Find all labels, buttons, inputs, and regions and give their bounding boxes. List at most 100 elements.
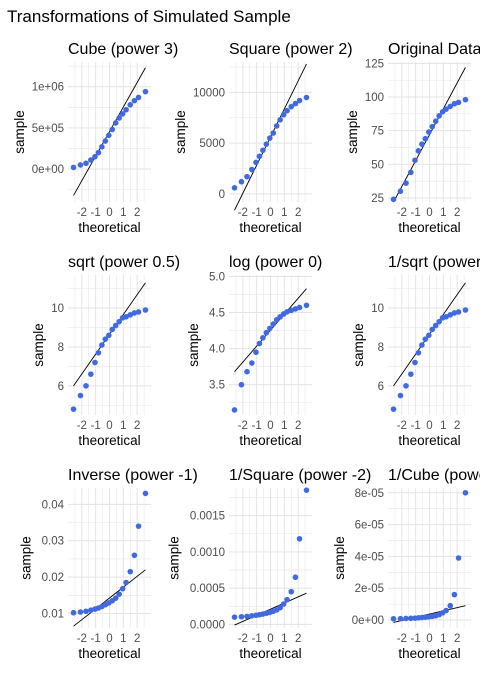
y-axis-label: sample — [332, 536, 347, 580]
qq-point — [109, 326, 116, 333]
qq-point — [443, 314, 449, 320]
qq-point — [455, 309, 462, 315]
qq-point — [244, 613, 250, 620]
x-tick-label: 0 — [426, 207, 432, 219]
x-tick-label: 1 — [440, 633, 446, 645]
x-tick-label: -1 — [411, 207, 421, 219]
qq-point — [238, 613, 245, 620]
x-tick-label: 0 — [267, 633, 273, 645]
qq-point — [231, 614, 238, 620]
qq-point — [99, 342, 105, 348]
qq-point — [244, 173, 250, 180]
x-axis-label: theoretical — [78, 646, 140, 661]
qq-point — [455, 555, 462, 561]
qq-point — [303, 487, 310, 493]
qq-point — [260, 334, 266, 341]
y-tick-label: 75 — [371, 126, 384, 138]
qq-point — [296, 97, 303, 104]
qq-point — [238, 381, 245, 388]
qq-panel-3: Original Data -2 -1 0 1 2 25 50 75 100 125 theoreti… — [345, 41, 480, 235]
qq-point — [412, 157, 418, 164]
qq-point — [95, 349, 102, 356]
qq-point — [277, 117, 283, 123]
qq-point — [142, 307, 149, 313]
qq-point — [112, 595, 119, 601]
figure-title: Transformations of Simulated Sample — [7, 7, 291, 26]
qq-point — [95, 149, 102, 156]
qq-point — [462, 489, 469, 496]
qq-point — [436, 318, 442, 325]
x-tick-label: 2 — [454, 420, 460, 432]
y-tick-label: 5000 — [199, 138, 225, 150]
qq-point — [270, 130, 277, 136]
qq-panel-5: log (power 0) -2 -1 0 1 2 3.5 4.0 4.5 5.0 theoreti… — [186, 254, 323, 448]
qq-point — [131, 97, 138, 104]
qq-reference-line — [73, 569, 146, 627]
qq-point — [415, 148, 422, 154]
qq-point — [142, 88, 149, 95]
panel-title: 1/sqrt (power -0.5) — [388, 254, 480, 271]
y-tick-label: 4.5 — [209, 308, 225, 320]
qq-point — [292, 574, 299, 581]
qq-point — [249, 360, 255, 366]
x-tick-label: 2 — [454, 207, 460, 219]
qq-panel-7: Inverse (power -1) -2 -1 0 1 2 0.01 0.02 0.03 0.0… — [18, 467, 197, 661]
qq-point — [123, 106, 129, 113]
x-tick-label: 2 — [454, 633, 460, 645]
qq-point — [238, 178, 245, 185]
x-tick-label: -1 — [91, 207, 101, 219]
y-tick-label: 50 — [371, 159, 384, 171]
qq-point — [429, 326, 436, 333]
x-axis-label: theoretical — [78, 433, 140, 448]
qq-point — [408, 169, 414, 176]
x-tick-label: 0 — [267, 207, 273, 219]
y-tick-label: 0 — [219, 189, 225, 201]
x-tick-label: 0 — [106, 420, 112, 432]
qq-point — [303, 302, 310, 309]
qq-point — [403, 615, 409, 622]
y-tick-label: 10000 — [193, 87, 225, 99]
qq-point — [231, 407, 238, 413]
x-axis-label: theoretical — [239, 646, 301, 661]
qq-point — [106, 332, 112, 339]
y-tick-label: 25 — [371, 193, 384, 205]
x-tick-label: 2 — [134, 207, 140, 219]
qq-point — [256, 340, 263, 347]
qq-point — [102, 336, 109, 342]
qq-point — [408, 371, 414, 377]
qq-point — [273, 123, 280, 129]
qq-panel-2: Square (power 2)-2 -1 0 1 20500010000theoret… — [173, 41, 353, 235]
qq-point — [119, 585, 126, 592]
panel-title: log (power 0) — [229, 254, 322, 271]
x-tick-label: -1 — [411, 633, 421, 645]
qq-point — [443, 106, 449, 112]
qq-point — [231, 184, 238, 191]
y-axis-label: sample — [186, 323, 201, 367]
qq-point — [83, 608, 89, 615]
x-tick-label: -1 — [252, 207, 262, 219]
qq-point — [127, 568, 134, 575]
panel-title: sqrt (power 0.5) — [68, 254, 180, 271]
qq-point — [288, 588, 295, 595]
qq-point — [292, 100, 299, 107]
x-tick-label: 2 — [134, 420, 140, 432]
qq-point — [135, 523, 142, 529]
qq-point — [116, 591, 122, 597]
x-tick-label: 2 — [295, 633, 301, 645]
panel-title: 1/Cube (power -3) — [388, 467, 480, 484]
qq-point — [267, 135, 273, 141]
x-tick-label: -1 — [91, 633, 101, 645]
qq-point — [106, 132, 112, 139]
qq-point — [77, 162, 84, 168]
qq-point — [419, 342, 425, 348]
qq-point — [267, 325, 273, 332]
qq-panel-1: Cube (power 3) -2 -1 0 1 2 0e+00 5e+05 1e+06 theo… — [12, 41, 178, 235]
y-tick-label: 1e+06 — [32, 82, 64, 94]
y-tick-label: 5e+05 — [32, 123, 64, 135]
x-tick-label: 0 — [426, 420, 432, 432]
qq-point — [462, 96, 469, 103]
y-tick-label: 6e-05 — [355, 520, 384, 532]
y-axis-label: sample — [345, 110, 360, 154]
qq-point — [303, 94, 310, 101]
